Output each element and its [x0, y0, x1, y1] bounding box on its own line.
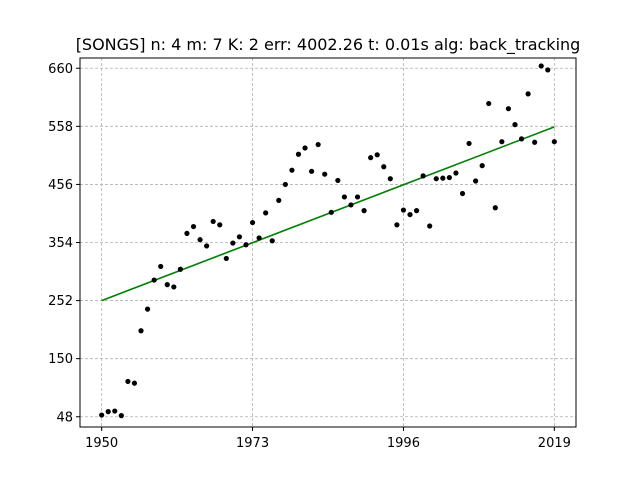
data-point [112, 408, 118, 414]
data-point [217, 222, 223, 228]
data-point [131, 380, 138, 386]
data-point [158, 263, 164, 270]
data-point [538, 63, 544, 69]
data-point [204, 243, 210, 249]
data-point [282, 181, 288, 188]
data-point [420, 173, 426, 179]
chart-title: [SONGS] n: 4 m: 7 K: 2 err: 4002.26 t: 0… [76, 35, 581, 55]
data-point [545, 67, 551, 73]
data-point [341, 194, 348, 200]
data-point [387, 176, 393, 182]
y-tick-label: 150 [48, 352, 73, 367]
fit-line [101, 126, 555, 302]
data-point [368, 155, 374, 161]
data-point [276, 197, 282, 203]
y-tick-label: 558 [48, 120, 73, 135]
x-tick-label: 1950 [85, 436, 118, 451]
data-point [151, 277, 157, 283]
x-tick-label: 1973 [236, 436, 269, 451]
data-point [551, 139, 557, 145]
data-point [269, 238, 275, 244]
data-point [295, 151, 302, 157]
data-point [105, 409, 111, 415]
data-point [525, 91, 531, 97]
data-point [374, 152, 380, 158]
data-point [492, 205, 498, 211]
data-point [413, 208, 420, 214]
data-point [361, 208, 367, 214]
data-point [322, 171, 328, 177]
plot-frame [79, 57, 577, 428]
data-point [427, 223, 433, 229]
data-point [433, 176, 439, 182]
data-point [486, 100, 492, 107]
data-point [302, 145, 308, 151]
data-point [210, 218, 216, 225]
data-point [354, 194, 361, 200]
data-point [223, 255, 229, 262]
data-point [532, 139, 538, 145]
data-point [394, 222, 400, 228]
data-point [184, 230, 190, 236]
data-point [505, 106, 512, 112]
data-point [118, 413, 124, 419]
data-point [190, 223, 197, 230]
data-point [125, 378, 131, 385]
data-point [177, 266, 183, 272]
data-point [328, 209, 334, 215]
y-tick-label: 354 [48, 236, 73, 251]
data-point [473, 178, 479, 184]
y-tick-label: 252 [48, 294, 73, 309]
data-point [249, 219, 256, 226]
data-point [335, 177, 341, 184]
data-point [479, 163, 485, 169]
data-point [308, 168, 315, 174]
data-point [164, 282, 170, 288]
data-point [440, 175, 446, 181]
data-point [256, 235, 262, 241]
data-point [499, 139, 505, 145]
y-tick-label: 48 [56, 410, 73, 425]
data-point [289, 167, 295, 173]
x-tick-label: 2019 [538, 436, 571, 451]
data-point [171, 284, 177, 290]
data-series [99, 63, 557, 419]
data-point [518, 136, 525, 142]
data-point [138, 328, 144, 334]
data-point [466, 140, 472, 147]
x-tick-label: 1996 [387, 436, 420, 451]
y-tick-label: 660 [48, 62, 73, 77]
data-point [348, 202, 354, 208]
data-point [99, 412, 105, 418]
data-point [236, 234, 243, 240]
data-point [400, 207, 407, 213]
data-point [243, 242, 249, 248]
data-point [453, 170, 459, 176]
data-point [407, 211, 413, 218]
data-point [459, 190, 466, 197]
data-point [315, 141, 321, 148]
data-point [381, 164, 387, 170]
data-point [144, 306, 151, 312]
data-point [446, 174, 452, 181]
axis-ticks: 1950 1973 1996 2019 48 150 252 354 456 558 660 [48, 62, 571, 451]
data-point [263, 210, 269, 216]
data-point [512, 122, 518, 128]
data-point [230, 240, 236, 246]
data-point [197, 237, 203, 243]
grid-lines [80, 58, 576, 427]
y-tick-label: 456 [48, 178, 73, 193]
